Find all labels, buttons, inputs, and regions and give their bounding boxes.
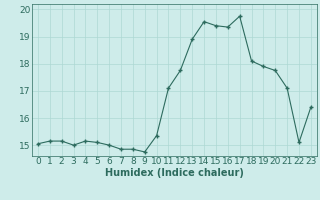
X-axis label: Humidex (Indice chaleur): Humidex (Indice chaleur) <box>105 168 244 178</box>
